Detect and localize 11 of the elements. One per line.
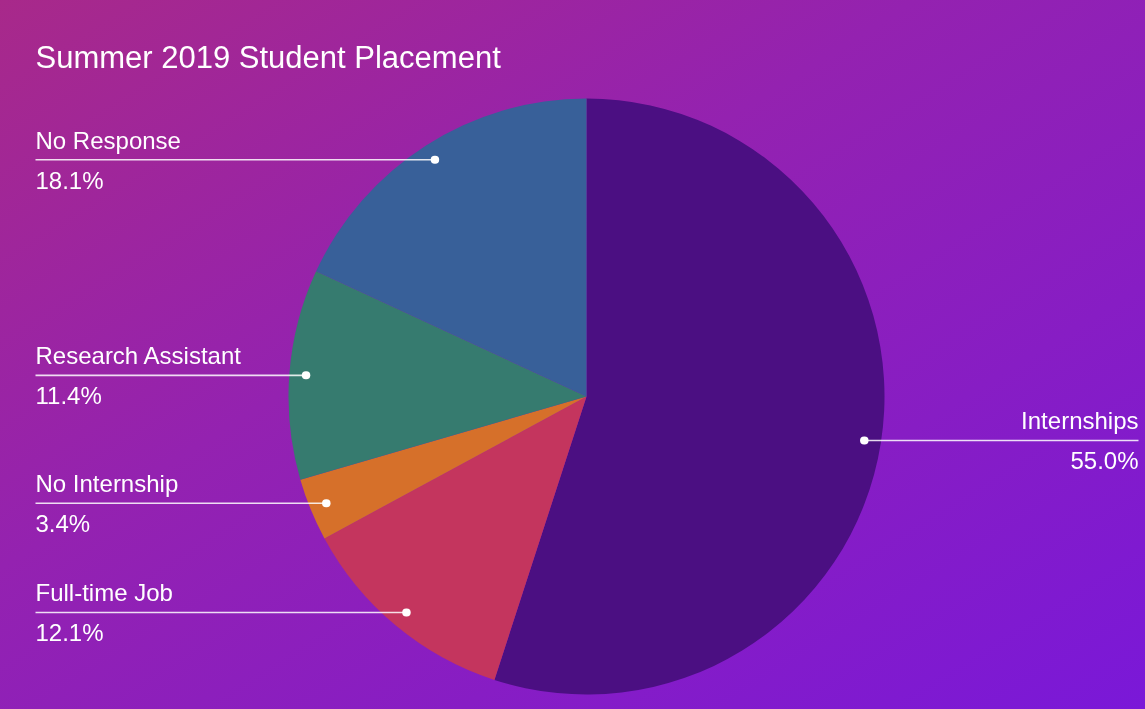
slice-label: Internships	[1021, 407, 1139, 435]
data-label: 55.0%	[1070, 447, 1139, 475]
data-label: 11.4%	[35, 382, 102, 410]
slice-label: Full-time Job	[35, 579, 173, 607]
slice-label: No Response	[35, 126, 181, 154]
chart-title: Summer 2019 Student Placement	[35, 40, 502, 75]
slice-label: No Internship	[35, 470, 179, 498]
slice-label: Research Assistant	[35, 342, 242, 370]
data-label: 3.4%	[35, 510, 91, 538]
data-label: 12.1%	[35, 619, 104, 647]
data-label: 18.1%	[35, 166, 104, 194]
